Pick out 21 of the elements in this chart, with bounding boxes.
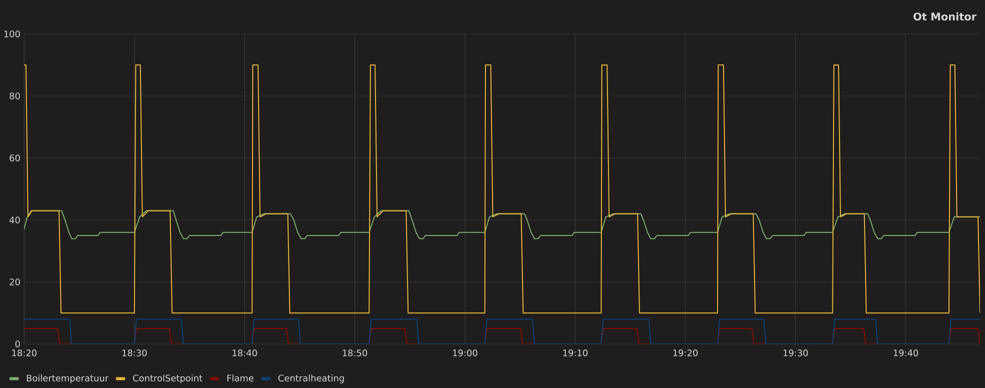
- legend-label: Flame: [227, 374, 254, 382]
- legend-label: Boilertemperatuur: [26, 374, 109, 384]
- y-tick-label: 0: [15, 340, 20, 348]
- line-series: [24, 64, 980, 314]
- x-tick-label: 19:20: [673, 350, 698, 356]
- chart-title: Ot Monitor: [914, 12, 976, 20]
- x-tick-label: 19:40: [894, 350, 918, 356]
- x-tick-label: 19:30: [784, 350, 808, 356]
- legend-label: Centralheating: [278, 374, 344, 384]
- x-tick-label: 18:20: [12, 350, 37, 356]
- y-tick-label: 100: [4, 30, 20, 38]
- y-tick-label: 80: [10, 92, 20, 100]
- y-tick-label: 40: [10, 216, 20, 224]
- y-tick-label: 20: [10, 278, 20, 286]
- legend-label: ControlSetpoint: [133, 374, 202, 384]
- x-tick-label: 18:40: [232, 350, 257, 356]
- y-tick-label: 60: [10, 154, 20, 162]
- x-tick-label: 19:10: [563, 350, 588, 356]
- x-tick-label: 18:30: [122, 350, 147, 356]
- x-tick-label: 18:50: [342, 350, 368, 356]
- x-tick-label: 19:00: [453, 350, 478, 356]
